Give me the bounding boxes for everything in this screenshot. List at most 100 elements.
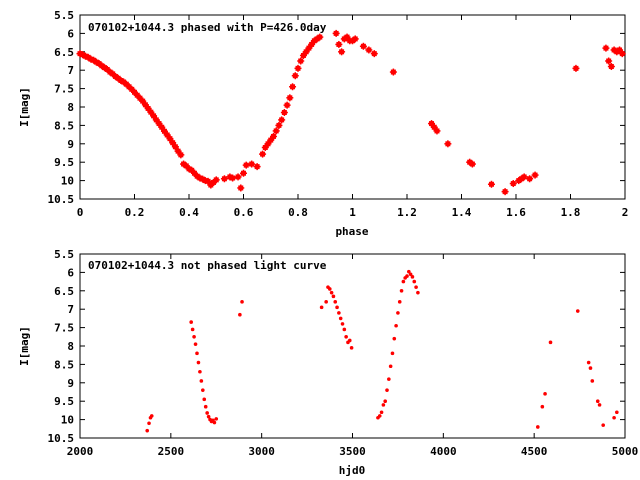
data-point	[607, 63, 615, 71]
data-point	[275, 121, 283, 129]
x-tick-label: 1.8	[561, 206, 581, 219]
data-point	[365, 46, 373, 54]
x-tick-label: 0.6	[234, 206, 254, 219]
data-point	[145, 428, 150, 433]
x-tick-label: 0	[77, 206, 84, 219]
x-axis-label: hjd0	[339, 464, 366, 477]
data-point	[595, 399, 600, 404]
data-point	[203, 404, 208, 409]
data-point	[204, 177, 212, 185]
y-tick-label: 6.5	[54, 46, 74, 59]
data-point	[337, 311, 341, 315]
data-point	[501, 188, 509, 196]
data-point	[388, 364, 393, 369]
x-tick-label: 3500	[339, 445, 366, 458]
y-tick-label: 8.5	[54, 119, 74, 132]
data-point	[536, 425, 540, 429]
y-tick-label: 8	[67, 101, 74, 114]
tick-marks	[79, 253, 626, 439]
data-point	[572, 64, 580, 72]
data-point	[377, 414, 382, 418]
data-point	[278, 116, 286, 124]
data-point	[302, 48, 310, 56]
y-tick-label: 9	[67, 138, 74, 151]
data-point	[144, 104, 152, 112]
y-tick-label: 8.5	[54, 358, 74, 371]
data-point	[261, 143, 269, 151]
data-point	[206, 414, 211, 419]
data-point	[259, 150, 267, 158]
data-point	[416, 290, 420, 295]
data-point	[202, 397, 207, 402]
data-point	[308, 40, 316, 48]
data-point	[396, 311, 400, 315]
data-point	[428, 120, 436, 128]
data-point	[316, 33, 324, 41]
data-point	[286, 94, 294, 102]
data-point	[468, 160, 476, 168]
data-point	[280, 109, 288, 117]
data-point	[149, 414, 154, 418]
x-tick-label: 5000	[612, 445, 639, 458]
y-tick-label: 7.5	[54, 83, 74, 96]
data-point	[487, 180, 495, 188]
data-point	[297, 57, 305, 65]
y-tick-label: 9.5	[54, 395, 74, 408]
x-tick-label: 2	[622, 206, 629, 219]
y-tick-label: 9.5	[54, 156, 74, 169]
x-tick-label: 2000	[67, 445, 94, 458]
data-point	[190, 327, 195, 332]
y-tick-label: 10.5	[48, 193, 75, 206]
data-point	[408, 272, 413, 277]
x-tick-label: 1	[349, 206, 356, 219]
data-point	[205, 411, 209, 415]
data-point	[509, 180, 517, 188]
data-point	[214, 417, 219, 421]
data-point	[540, 404, 545, 409]
data-point	[212, 420, 217, 425]
data-point	[163, 131, 171, 139]
y-tick-label: 10	[61, 414, 74, 427]
y-tick-label: 7	[67, 303, 74, 316]
data-point	[291, 72, 299, 80]
data-point	[407, 269, 411, 274]
data-point	[199, 379, 204, 383]
phased-light-curve-panel: 0 0.2 0.4 0.6 0.8 1 1.2 1.4 1.6 1.8 2 5.5 6 6.5 7 7.5 8…	[18, 9, 628, 238]
data-point	[305, 44, 313, 52]
data-point	[612, 415, 616, 420]
data-point	[155, 120, 163, 128]
data-point	[234, 173, 242, 181]
data-point	[349, 346, 354, 350]
data-point	[141, 101, 149, 109]
y-tick-label: 7.5	[54, 322, 74, 335]
data-point	[333, 300, 338, 304]
x-tick-labels: 0 0.2 0.4 0.6 0.8 1 1.2 1.4 1.6 1.8 2	[77, 206, 629, 219]
data-point	[220, 175, 228, 183]
data-point	[319, 305, 324, 310]
x-tick-label: 4000	[430, 445, 457, 458]
data-point	[158, 123, 166, 131]
data-point	[590, 379, 595, 383]
x-tick-label: 2500	[158, 445, 185, 458]
y-tick-labels: 5.5 6 6.5 7 7.5 8 8.5 9 9.5 10 10.5	[48, 248, 75, 445]
data-point	[198, 369, 202, 374]
data-point	[152, 116, 160, 124]
data-point	[147, 108, 155, 116]
y-tick-label: 6.5	[54, 285, 74, 298]
data-point	[531, 171, 539, 179]
data-point	[299, 51, 307, 59]
data-point	[139, 97, 147, 105]
data-point	[189, 320, 193, 324]
x-tick-label: 1.4	[452, 206, 472, 219]
data-point	[174, 147, 182, 155]
data-point	[387, 377, 391, 381]
data-point	[543, 392, 547, 396]
x-tick-label: 0.8	[288, 206, 308, 219]
tick-marks	[79, 14, 626, 200]
data-point	[616, 46, 624, 54]
data-point	[394, 323, 398, 328]
data-point	[248, 160, 256, 168]
data-point	[405, 274, 409, 278]
data-point	[379, 410, 384, 415]
